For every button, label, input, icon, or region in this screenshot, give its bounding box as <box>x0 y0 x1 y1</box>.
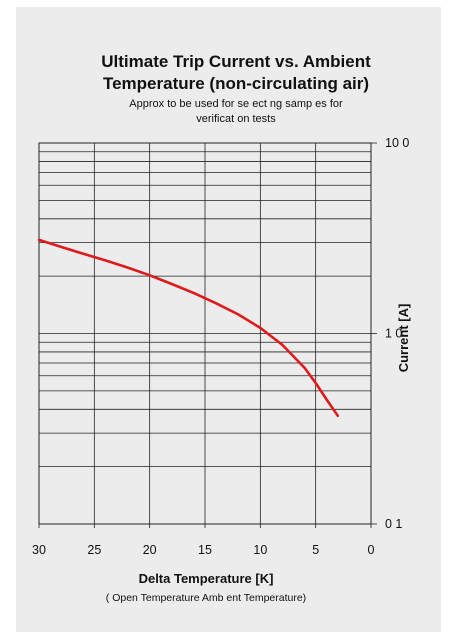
chart-background <box>16 7 441 632</box>
x-tick-label: 0 <box>368 543 375 557</box>
tick-labels: 30 25 20 15 10 5 0 10 0 1 0 0 1 <box>32 136 409 557</box>
x-tick-label: 15 <box>198 543 212 557</box>
y-tick-label: 1 0 <box>385 327 402 341</box>
trip-current-curve <box>37 238 340 418</box>
chart-title-line2: Temperature (non-circulating air) <box>103 74 369 93</box>
chart-subtitle-line1: Approx to be used for se ect ng samp es … <box>129 98 343 110</box>
y-axis-label: Current [A] <box>396 304 411 373</box>
x-tick-label: 5 <box>312 543 319 557</box>
x-axis-label: Delta Temperature [K] <box>139 571 274 586</box>
chart-subtitle-line2: verificat on tests <box>196 113 276 125</box>
x-tick-label: 30 <box>32 543 46 557</box>
x-tick-label: 20 <box>143 543 157 557</box>
series <box>37 238 340 418</box>
x-tick-label: 10 <box>253 543 267 557</box>
y-tick-label: 0 1 <box>385 517 402 531</box>
chart-title-line1: Ultimate Trip Current vs. Ambient <box>101 52 371 71</box>
grid <box>38 143 372 525</box>
x-axis-note: ( Open Temperature Amb ent Temperature) <box>106 592 306 604</box>
x-tick-label: 25 <box>87 543 101 557</box>
y-tick-label: 10 0 <box>385 136 409 150</box>
